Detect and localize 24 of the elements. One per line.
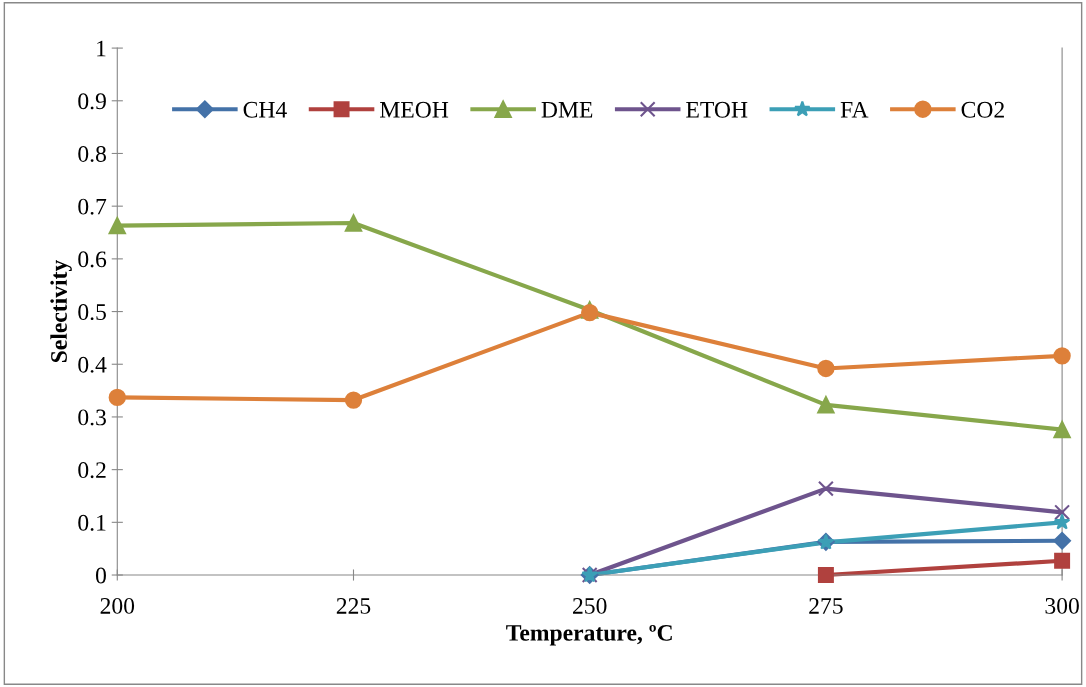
legend-label: ETOH xyxy=(686,101,748,118)
legend-label: DME xyxy=(541,102,593,118)
x-tick-label: 200 xyxy=(100,597,135,614)
y-tick-label: 0.3 xyxy=(78,409,106,426)
x-tick-label: 300 xyxy=(1045,597,1079,614)
legend-label: CH4 xyxy=(243,101,287,118)
legend-label: CO2 xyxy=(961,101,1004,118)
x-tick-label: 250 xyxy=(573,597,607,614)
x-tick-label: 225 xyxy=(336,597,371,614)
y-tick-label: 0 xyxy=(95,567,106,584)
y-tick-label: 1 xyxy=(97,40,106,57)
y-tick-label: 0.4 xyxy=(78,356,107,373)
legend-label: MEOH xyxy=(380,101,449,118)
y-tick-label: 0.7 xyxy=(78,198,107,215)
y-tick-label: 0.5 xyxy=(78,304,106,321)
legend-label: FA xyxy=(840,101,869,118)
y-tick-label: 0.9 xyxy=(78,93,106,110)
y-tick-label: 0.6 xyxy=(78,251,107,268)
y-tick-label: 0.8 xyxy=(78,145,106,162)
x-tick-label: 275 xyxy=(809,597,843,614)
y-tick-label: 0.1 xyxy=(78,514,106,531)
x-axis-title: Temperature, ºC xyxy=(506,624,672,646)
y-tick-label: 0.2 xyxy=(78,462,106,479)
y-axis-title: Selectivity xyxy=(50,259,72,363)
